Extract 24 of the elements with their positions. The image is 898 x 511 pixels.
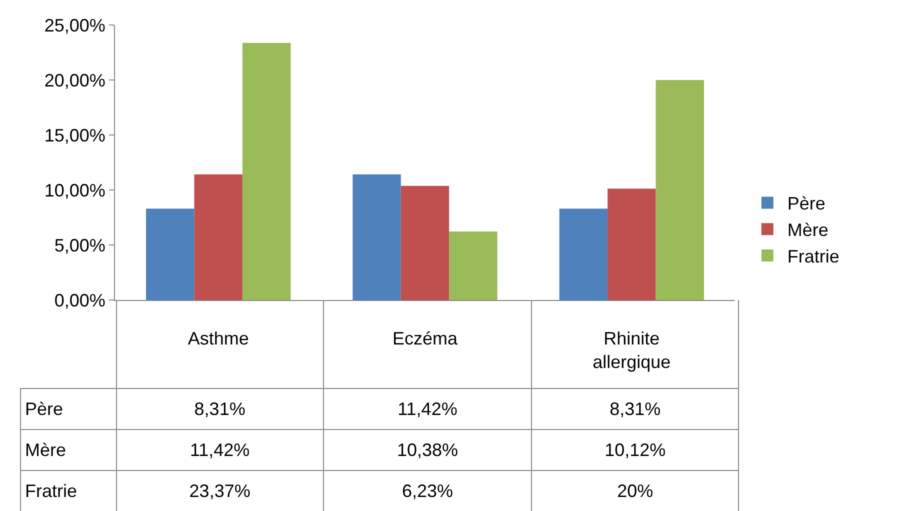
legend-label: Mère bbox=[787, 220, 828, 240]
y-tick-label: 5,00% bbox=[54, 235, 106, 256]
legend-label: Père bbox=[787, 194, 826, 214]
x-tick-label: Rhinite allergique bbox=[592, 328, 671, 372]
data-label: 10,38% bbox=[324, 430, 532, 470]
data-label: 6,23% bbox=[324, 470, 532, 511]
data-label: 11,42% bbox=[324, 388, 532, 430]
y-tick-label: 10,00% bbox=[44, 180, 106, 200]
data-label: 8,31% bbox=[531, 388, 739, 430]
data-label: 20% bbox=[531, 470, 739, 511]
data-label: 11,42% bbox=[116, 430, 324, 470]
text: Mère bbox=[25, 440, 66, 460]
data-label: 10,12% bbox=[531, 430, 739, 470]
x-tick-label: Asthme bbox=[188, 328, 249, 349]
y-tick-label: 0,00% bbox=[54, 290, 106, 310]
text: Père bbox=[25, 398, 64, 418]
y-tick-label: 15,00% bbox=[44, 125, 106, 146]
data-label: 23,37% bbox=[116, 470, 324, 511]
legend-label: Fratrie bbox=[787, 246, 840, 267]
x-tick-label: Eczéma bbox=[392, 328, 458, 349]
y-tick-label: 20,00% bbox=[44, 70, 106, 90]
data-label: 8,31% bbox=[116, 388, 324, 430]
y-tick-label: 25,00% bbox=[44, 15, 106, 36]
text: Fratrie bbox=[25, 480, 78, 500]
